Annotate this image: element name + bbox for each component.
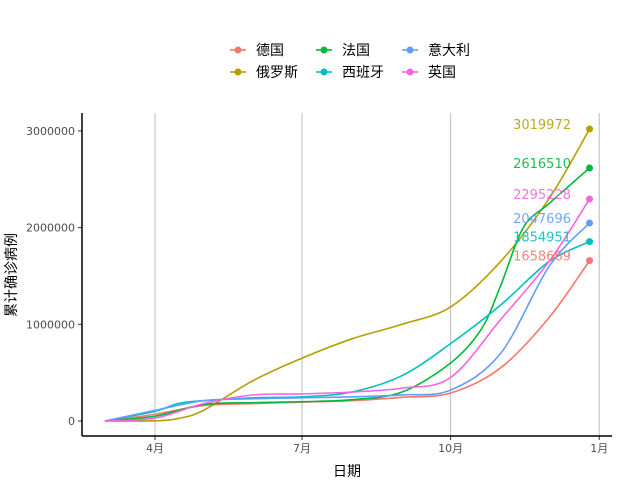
series-end-point-1 bbox=[586, 125, 594, 133]
legend-point-icon bbox=[320, 46, 328, 54]
legend-label: 俄罗斯 bbox=[256, 65, 298, 81]
legend-label: 西班牙 bbox=[342, 65, 384, 81]
series-end-point-4 bbox=[586, 219, 594, 227]
end-label-5: 2295228 bbox=[513, 188, 571, 203]
legend-item-0: 德国 bbox=[230, 43, 284, 59]
legend-item-2: 法国 bbox=[316, 43, 370, 59]
legend-item-3: 西班牙 bbox=[316, 65, 384, 81]
legend-label: 意大利 bbox=[428, 42, 470, 59]
series-line-4 bbox=[104, 222, 591, 422]
axes: 4月 7月 10月 1月 0 1000000 2000000 3000000 bbox=[26, 113, 612, 455]
y-tick-label: 0 bbox=[68, 415, 75, 428]
series-end-point-5 bbox=[586, 195, 594, 203]
series-end-point-0 bbox=[586, 257, 594, 265]
series-line-2 bbox=[104, 167, 591, 422]
y-tick-label: 2000000 bbox=[26, 222, 75, 235]
y-axis-title: 累计确诊病例 bbox=[4, 233, 20, 317]
y-tick-label: 1000000 bbox=[26, 318, 75, 331]
series-end-point-3 bbox=[586, 238, 594, 246]
gridlines bbox=[154, 113, 600, 436]
legend-point-icon bbox=[234, 68, 242, 76]
x-tick-label: 10月 bbox=[438, 442, 463, 455]
legend-item-5: 英国 bbox=[402, 64, 456, 81]
x-tick-label: 1月 bbox=[590, 442, 608, 455]
legend-point-icon bbox=[320, 68, 328, 76]
legend-label: 德国 bbox=[256, 43, 284, 59]
series-lines bbox=[104, 125, 594, 422]
legend-point-icon bbox=[234, 46, 242, 54]
legend-point-icon bbox=[406, 68, 414, 76]
series-line-5 bbox=[104, 198, 591, 422]
end-label-0: 1658669 bbox=[513, 250, 571, 265]
legend-point-icon bbox=[406, 46, 414, 54]
series-end-point-2 bbox=[586, 164, 594, 172]
end-label-2: 2616510 bbox=[513, 157, 571, 172]
series-line-1 bbox=[104, 128, 591, 422]
x-axis-title: 日期 bbox=[333, 464, 361, 480]
legend-label: 英国 bbox=[428, 64, 456, 81]
end-label-4: 2047696 bbox=[513, 212, 571, 227]
y-tick-label: 3000000 bbox=[26, 125, 75, 138]
legend-item-1: 俄罗斯 bbox=[230, 65, 298, 81]
legend-item-4: 意大利 bbox=[402, 42, 470, 59]
legend-label: 法国 bbox=[342, 43, 370, 59]
series-line-3 bbox=[104, 240, 590, 422]
end-label-1: 3019972 bbox=[513, 118, 571, 133]
x-tick-label: 7月 bbox=[293, 442, 311, 455]
end-labels: 1658669 3019972 2616510 1854951 2047696 22952… bbox=[513, 118, 571, 265]
end-label-3: 1854951 bbox=[513, 231, 571, 246]
x-tick-label: 4月 bbox=[146, 442, 164, 455]
